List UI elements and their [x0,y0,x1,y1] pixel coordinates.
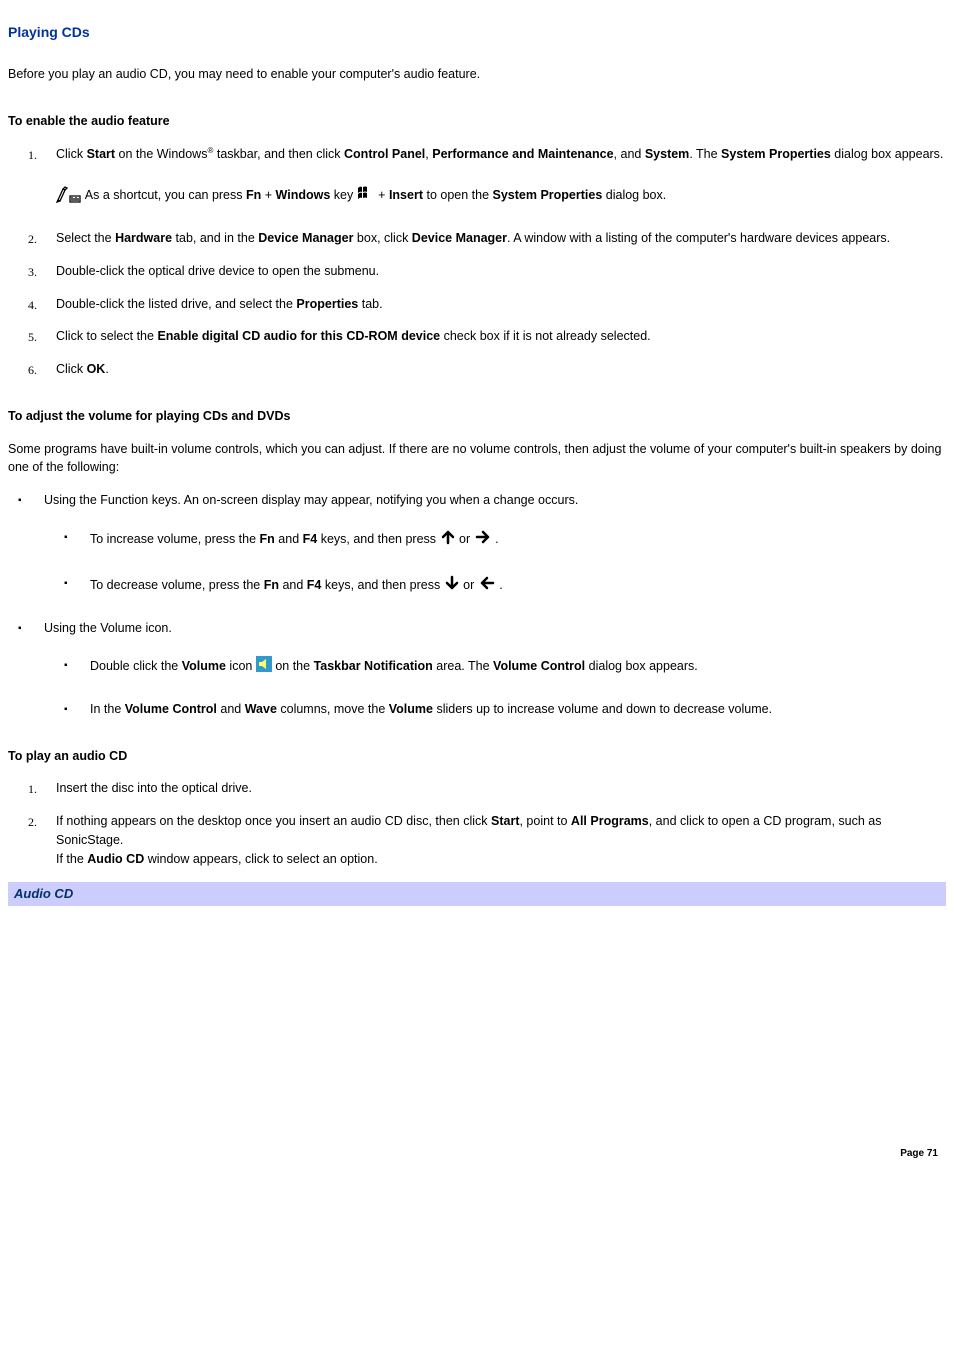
audio-cd-bar: Audio CD [8,882,946,906]
volume-taskbar-icon [256,656,272,678]
volume-methods-list: Using the Function keys. An on-screen di… [8,491,946,719]
arrow-left-icon [478,575,496,597]
volume-decrease-item: To decrease volume, press the Fn and F4 … [64,574,946,598]
volume-method-icon: Using the Volume icon. Double click the … [18,619,946,718]
enable-step-5: Click to select the Enable digital CD au… [42,327,946,346]
play-step-2: If nothing appears on the desktop once y… [42,812,946,868]
volume-increase-item: To increase volume, press the Fn and F4 … [64,528,946,552]
intro-text: Before you play an audio CD, you may nee… [8,65,946,84]
arrow-up-icon [440,528,456,552]
enable-step-2: Select the Hardware tab, and in the Devi… [42,229,946,248]
page-title: Playing CDs [8,22,946,43]
heading-play-cd: To play an audio CD [8,747,946,766]
windows-logo-icon [357,185,375,207]
pencil-note-icon [56,183,82,209]
shortcut-note: As a shortcut, you can press Fn + Window… [56,183,946,209]
play-steps-list: Insert the disc into the optical drive. … [8,779,946,868]
enable-step-3: Double-click the optical drive device to… [42,262,946,281]
volume-doubleclick-item: Double click the Volume icon on the Task… [64,656,946,678]
volume-method-function-keys: Using the Function keys. An on-screen di… [18,491,946,597]
volume-sliders-item: In the Volume Control and Wave columns, … [64,700,946,719]
page-number: Page 71 [8,1146,946,1161]
heading-adjust-volume: To adjust the volume for playing CDs and… [8,407,946,426]
heading-enable-audio: To enable the audio feature [8,112,946,131]
volume-intro: Some programs have built-in volume contr… [8,440,946,478]
arrow-right-icon [474,529,492,551]
enable-step-4: Double-click the listed drive, and selec… [42,295,946,314]
play-step-1: Insert the disc into the optical drive. [42,779,946,798]
enable-steps-list: Click Start on the Windows® taskbar, and… [8,145,946,379]
arrow-down-icon [444,574,460,598]
enable-step-1: Click Start on the Windows® taskbar, and… [42,145,946,210]
enable-step-6: Click OK. [42,360,946,379]
